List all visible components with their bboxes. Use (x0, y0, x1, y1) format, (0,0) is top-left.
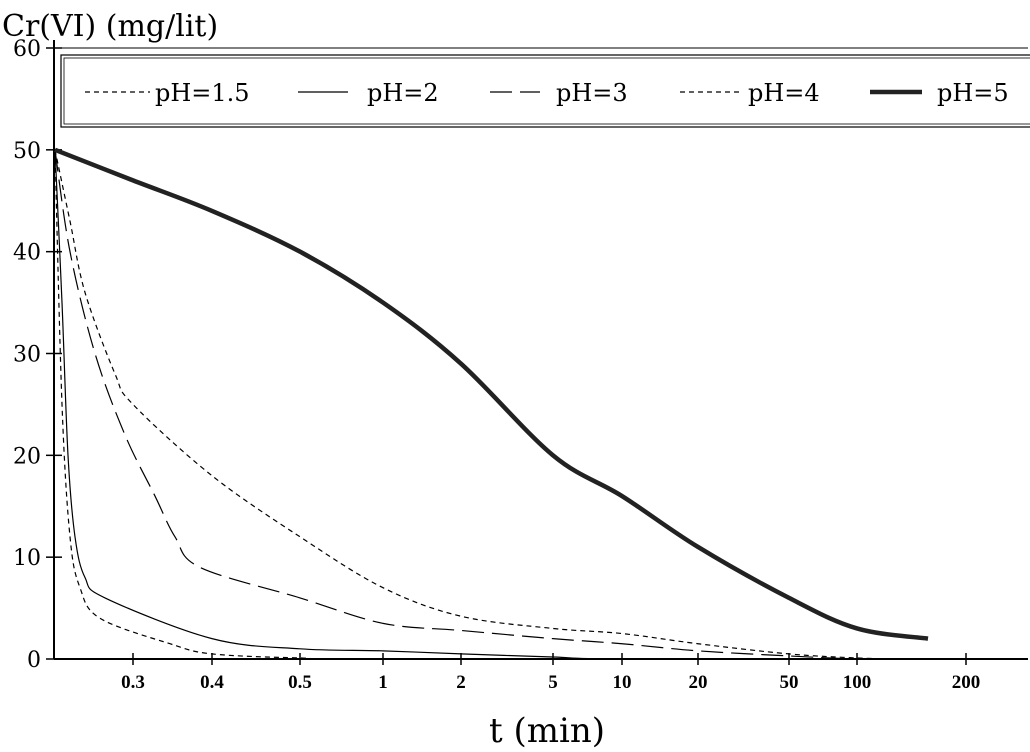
legend-box (60, 54, 1030, 128)
y-tick-label: 60 (13, 37, 41, 62)
x-tick-label: 200 (952, 672, 981, 693)
y-tick-label: 50 (13, 139, 41, 164)
y-tick-label: 20 (13, 444, 41, 469)
series-line-ph15 (54, 149, 901, 660)
y-tick-label: 0 (27, 648, 41, 673)
x-tick-label: 2 (456, 672, 466, 693)
series-line-ph4 (54, 149, 931, 660)
y-tick-label: 10 (13, 546, 41, 571)
legend-label: pH=2 (367, 79, 439, 107)
x-ticks: 0.3 0.4 0.5 1 2 5 10 20 50 100 200 (121, 653, 980, 693)
y-tick-label: 40 (13, 241, 41, 266)
axes (53, 40, 1028, 660)
x-tick-label: 0.5 (288, 672, 312, 693)
x-axis-label: t (min) (489, 711, 605, 751)
y-ticks: 0 10 20 30 40 50 60 (13, 37, 62, 673)
x-tick-label: 20 (689, 672, 708, 693)
legend-label: pH=1.5 (155, 79, 250, 107)
x-tick-label: 1 (378, 672, 388, 693)
legend: pH=1.5 pH=2 pH=3 pH=4 pH=5 (60, 54, 1030, 128)
legend-label: pH=5 (937, 79, 1009, 107)
y-axis-label: Cr(VI) (mg/lit) (2, 9, 218, 44)
legend-inner-box (63, 57, 1030, 125)
series-lines (54, 147, 931, 660)
x-tick-label: 0.4 (200, 672, 224, 693)
series-line-ph5 (54, 147, 929, 641)
x-tick-label: 5 (548, 672, 558, 693)
x-tick-label: 100 (843, 672, 872, 693)
series-line-ph3 (54, 149, 931, 660)
legend-label: pH=3 (556, 79, 628, 107)
y-tick-label: 30 (13, 343, 41, 368)
series-line-ph2 (54, 149, 931, 660)
legend-label: pH=4 (748, 79, 820, 107)
x-tick-label: 10 (613, 672, 632, 693)
x-tick-label: 0.3 (121, 672, 145, 693)
x-tick-label: 50 (780, 672, 799, 693)
